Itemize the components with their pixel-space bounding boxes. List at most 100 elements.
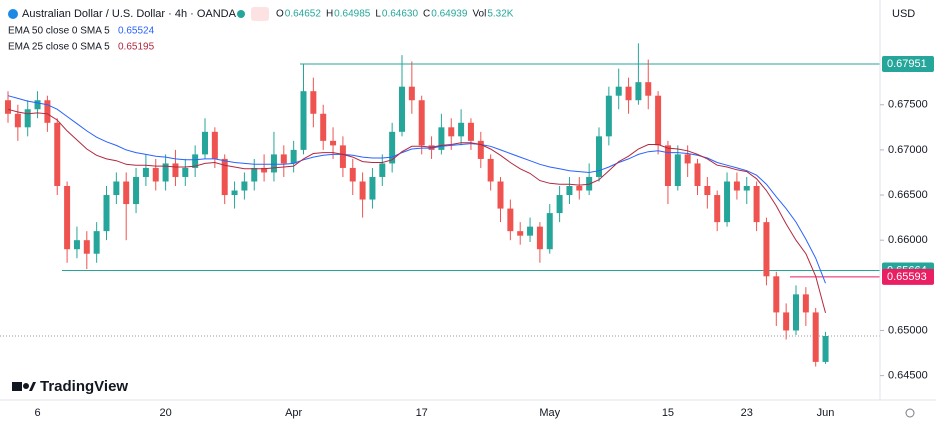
candle-body (645, 82, 652, 96)
indicator-name[interactable]: EMA 50 close 0 SMA 5 (8, 26, 110, 37)
candle-body (14, 113, 21, 128)
candle-body (241, 181, 248, 191)
x-tick-label: 20 (159, 407, 171, 419)
price-label-box (882, 56, 934, 73)
candle-body (763, 222, 770, 277)
ohlc-value: 0.64630 (382, 9, 419, 20)
y-tick-label: 0.65000 (888, 324, 928, 336)
x-tick-label: 17 (416, 407, 428, 419)
candle-body (64, 186, 71, 250)
ohlc-label: L (375, 9, 381, 20)
brand-logo (12, 382, 36, 391)
candle-body (211, 131, 218, 159)
candle-body (655, 95, 662, 146)
candle-body (379, 163, 386, 177)
ema-line (7, 108, 826, 314)
candle-body (458, 122, 465, 137)
candle-body (497, 181, 504, 209)
candle-body (83, 240, 90, 254)
candle-body (270, 154, 277, 173)
candle-body (546, 213, 553, 250)
candle-body (103, 195, 110, 232)
candle-body (202, 131, 208, 155)
candle-body (192, 154, 199, 168)
x-tick-label: Jun (817, 407, 835, 419)
symbol-flag (8, 9, 18, 19)
candle-body (44, 100, 51, 123)
candle-body (576, 186, 583, 191)
candle-body (399, 86, 405, 132)
candle-body (556, 195, 563, 214)
candle-body (438, 127, 445, 150)
candle-body (566, 186, 573, 196)
candle-body (300, 91, 307, 150)
candle-body (123, 181, 130, 205)
candle-body (733, 181, 740, 191)
indicator-value: 0.65524 (118, 26, 155, 37)
plot-area (0, 43, 880, 367)
candle-body (152, 167, 159, 182)
candle-body (822, 335, 829, 362)
candle-body (467, 122, 474, 141)
settings-icon[interactable] (905, 408, 915, 418)
ohlc-value: 0.64652 (285, 9, 322, 20)
currency[interactable]: USD (892, 8, 915, 20)
candle-body (142, 167, 149, 177)
candle-body (290, 149, 297, 164)
candle-body (389, 131, 396, 164)
price-label-text: 0.67951 (887, 58, 927, 70)
price-label: 0.65593 (882, 268, 934, 285)
y-tick-label: 0.67500 (888, 99, 928, 111)
ohlc-value: 0.64985 (334, 9, 371, 20)
candle-body (812, 312, 819, 362)
candle-body (310, 91, 317, 114)
candle-body (517, 231, 524, 236)
candle-body (73, 240, 80, 250)
candle-body (231, 190, 238, 196)
candle-body (527, 226, 534, 236)
ohlc-label: Vol (472, 9, 486, 20)
candle-body (182, 167, 189, 177)
candle-body (487, 158, 494, 182)
candle-body (773, 276, 780, 313)
y-tick-label: 0.66000 (888, 234, 928, 246)
candle-body (507, 208, 514, 232)
candle-body (359, 181, 366, 200)
candle-body (133, 176, 140, 205)
candle-body (349, 167, 356, 182)
candle-body (477, 140, 484, 159)
indicator-name[interactable]: EMA 25 close 0 SMA 5 (8, 42, 110, 53)
y-tick-label: 0.66500 (888, 189, 928, 201)
symbol-title[interactable]: Australian Dollar / U.S. Dollar · 4h · O… (22, 8, 237, 20)
candle-body (635, 82, 642, 101)
candle-body (24, 109, 31, 128)
candle-body (615, 86, 622, 96)
candle-body (448, 127, 455, 137)
price-label-box (882, 268, 934, 285)
candle-body (684, 154, 691, 164)
candle-body (339, 145, 346, 168)
y-tick-label: 0.67000 (888, 144, 928, 156)
candle-body (793, 294, 799, 331)
legend-backdrop (0, 4, 360, 54)
candle-body (714, 195, 721, 223)
x-tick-label: Apr (285, 407, 302, 419)
ohlc-value: 0.64939 (431, 9, 468, 20)
x-tick-label: 15 (662, 407, 674, 419)
candle-body (280, 154, 287, 164)
candle-body (261, 167, 268, 173)
candle-body (724, 181, 731, 223)
candle-body (113, 181, 120, 196)
candle-body (694, 163, 701, 187)
indicator-value: 0.65195 (118, 42, 155, 53)
price-label: 0.67951 (882, 56, 934, 73)
candle-body (369, 176, 376, 200)
candle-body (93, 231, 100, 254)
candle-body (172, 163, 179, 177)
candle-body (162, 163, 169, 182)
candle-body (221, 158, 228, 196)
market-status (237, 10, 245, 18)
delay-badge (251, 7, 269, 21)
